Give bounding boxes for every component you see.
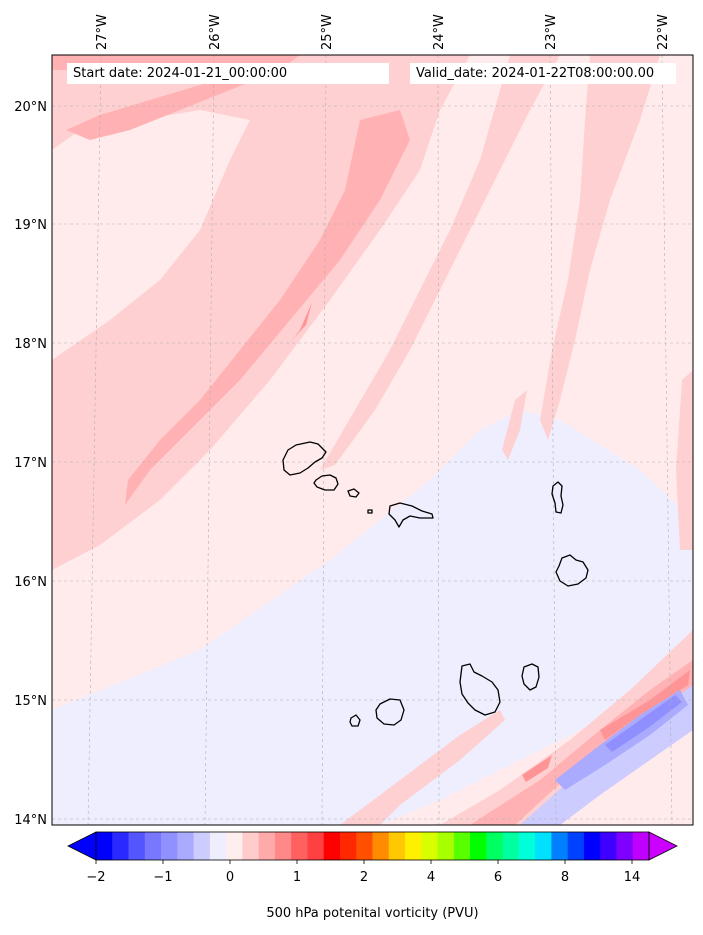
colorbar-segment xyxy=(502,832,520,860)
latitude-labels: 20°N 19°N 18°N 17°N 16°N 15°N 14°N xyxy=(14,100,47,828)
cbar-tick-label: 4 xyxy=(427,870,435,885)
colorbar-segment xyxy=(161,832,178,860)
colorbar-segment xyxy=(421,832,438,860)
colorbar-segments xyxy=(96,832,650,860)
colorbar-segment xyxy=(291,832,308,860)
coastlines xyxy=(282,441,589,727)
colorbar-segment xyxy=(258,832,276,860)
colorbar-segment xyxy=(470,832,487,860)
colorbar-extend-min xyxy=(67,831,97,861)
lat-label-15n: 15°N xyxy=(14,694,47,709)
colorbar-segment xyxy=(274,832,292,860)
colorbar-segment xyxy=(144,832,162,860)
cbar-tick-label: 14 xyxy=(624,870,641,885)
colorbar-tick-labels: −2 −1 0 1 2 4 6 8 14 xyxy=(86,870,640,885)
colorbar-segment xyxy=(307,832,325,860)
colorbar: −2 −1 0 1 2 4 6 8 14 xyxy=(67,831,678,885)
colorbar-segment xyxy=(567,832,585,860)
colorbar-segment xyxy=(388,832,406,860)
colorbar-segment xyxy=(600,832,617,860)
longitude-labels: 27°W 26°W 25°W 24°W 23°W 22°W xyxy=(95,14,671,50)
lat-label-14n: 14°N xyxy=(14,813,47,828)
colorbar-title: 500 hPa potenital vorticity (PVU) xyxy=(266,906,479,921)
lat-label-16n: 16°N xyxy=(14,575,47,590)
colorbar-segment xyxy=(583,832,601,860)
cbar-tick-label: 2 xyxy=(360,870,368,885)
colorbar-segment xyxy=(112,832,129,860)
colorbar-segment xyxy=(437,832,455,860)
colorbar-ticks xyxy=(95,860,633,864)
plot-frame xyxy=(51,54,694,826)
island-small-rock xyxy=(367,509,373,514)
cbar-tick-label: 1 xyxy=(293,870,301,885)
valid-date-label: Valid_date: 2024-01-22T08:00:00.00 xyxy=(410,63,676,84)
colorbar-segment xyxy=(616,832,634,860)
colorbar-segment xyxy=(453,832,471,860)
colorbar-segment xyxy=(632,832,650,860)
pv-band-right-4 xyxy=(502,390,527,460)
colorbar-extend-max xyxy=(648,831,678,861)
island-sao-vicente xyxy=(313,474,339,491)
colorbar-segment xyxy=(177,832,194,860)
island-maio xyxy=(521,663,540,691)
colorbar-segment xyxy=(518,832,536,860)
colorbar-segment xyxy=(226,832,243,860)
lon-label-25w: 25°W xyxy=(320,14,335,50)
colorbar-segment xyxy=(193,832,211,860)
colorbar-segment xyxy=(535,832,552,860)
pv-band-right-1 xyxy=(320,55,560,470)
gridlines xyxy=(52,55,693,825)
colorbar-frame xyxy=(95,831,650,861)
pv-light-streak xyxy=(52,270,140,345)
pv-strong-band xyxy=(125,110,410,505)
island-boa-vista xyxy=(555,554,589,587)
island-sal xyxy=(551,481,564,514)
island-sao-nicolau xyxy=(388,502,434,528)
potential-vorticity-field xyxy=(52,55,693,825)
cbar-tick-label: −2 xyxy=(86,870,105,885)
lon-label-24w: 24°W xyxy=(432,14,447,50)
island-santo-antao xyxy=(282,441,327,476)
lon-label-23w: 23°W xyxy=(544,14,559,50)
pv-streak-lower-right-strong xyxy=(470,660,693,825)
lon-label-27w: 27°W xyxy=(95,14,110,50)
start-date-label: Start date: 2024-01-21_00:00:00 xyxy=(67,63,389,84)
island-brava xyxy=(349,714,361,727)
colorbar-segment xyxy=(372,832,390,860)
colorbar-segment xyxy=(405,832,422,860)
colorbar-segment xyxy=(96,832,113,860)
pv-band-right-2 xyxy=(540,55,660,440)
pv-negative-strip xyxy=(52,590,440,780)
lon-label-22w: 22°W xyxy=(656,14,671,50)
pv-band-right-3 xyxy=(676,370,693,550)
pv-streak-mid xyxy=(340,710,505,825)
cbar-tick-label: 8 xyxy=(561,870,569,885)
colorbar-segment xyxy=(209,832,227,860)
colorbar-segment xyxy=(128,832,146,860)
island-fogo xyxy=(375,698,405,726)
colorbar-segment xyxy=(356,832,373,860)
lat-label-19n: 19°N xyxy=(14,218,47,233)
colorbar-segment xyxy=(551,832,569,860)
pv-streak-lower-right-max xyxy=(600,670,690,740)
lat-label-17n: 17°N xyxy=(14,456,47,471)
colorbar-segment xyxy=(339,832,357,860)
colorbar-segment xyxy=(486,832,504,860)
cbar-tick-label: −1 xyxy=(153,870,172,885)
lat-label-18n: 18°N xyxy=(14,337,47,352)
pv-streak-small xyxy=(522,755,552,782)
colorbar-segment xyxy=(323,832,341,860)
island-santa-luzia xyxy=(347,488,360,498)
pv-negative-trough-center xyxy=(605,695,682,752)
lon-label-26w: 26°W xyxy=(208,14,223,50)
cbar-tick-label: 0 xyxy=(226,870,234,885)
lat-label-20n: 20°N xyxy=(14,100,47,115)
cbar-tick-label: 6 xyxy=(494,870,502,885)
colorbar-segment xyxy=(242,832,260,860)
island-santiago xyxy=(459,663,501,716)
